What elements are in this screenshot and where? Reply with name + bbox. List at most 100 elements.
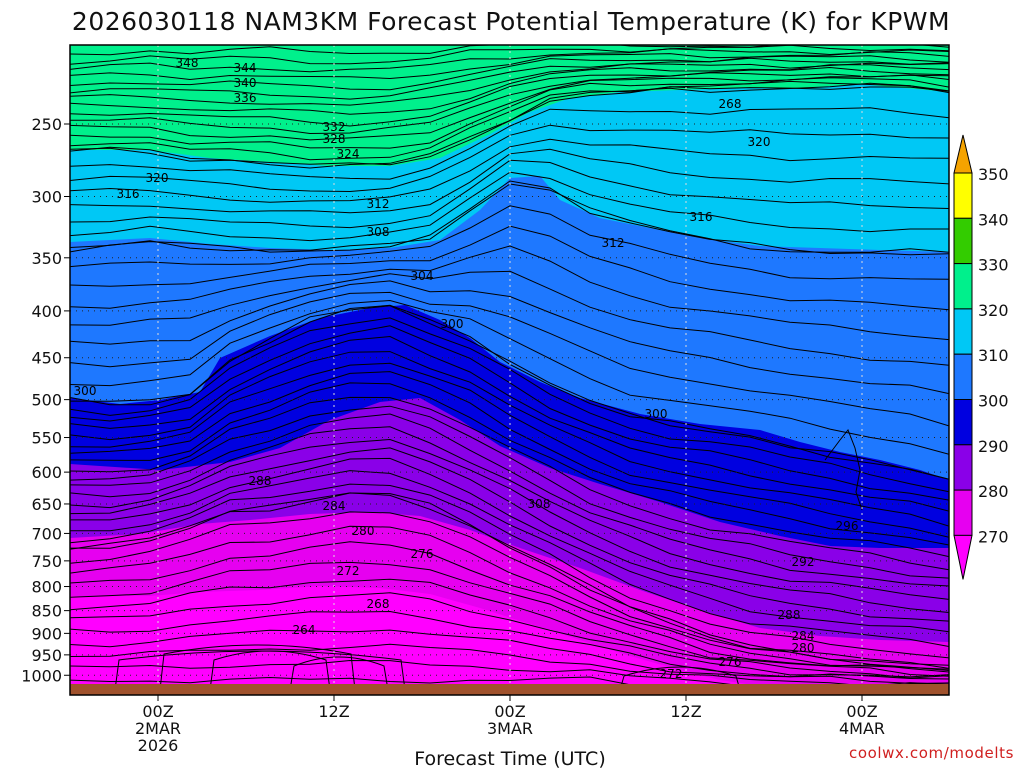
contour-label: 304 xyxy=(411,269,434,283)
contour-label: 276 xyxy=(719,655,742,669)
x-tick-label: 00Z xyxy=(142,702,173,721)
isentrope-line xyxy=(70,205,949,280)
isentrope-line xyxy=(289,656,389,691)
isentrope-line xyxy=(70,643,949,687)
plot-area xyxy=(70,45,949,695)
colorbar-label: 290 xyxy=(978,437,1009,456)
isentrope-line xyxy=(70,426,949,600)
isentrope-line xyxy=(70,610,949,680)
contour-label: 340 xyxy=(234,76,257,90)
isentrope-line xyxy=(70,578,949,679)
colorbar-segment xyxy=(953,489,973,536)
contour-label: 308 xyxy=(367,225,390,239)
contour-label: 320 xyxy=(146,171,169,185)
isentrope-line xyxy=(159,644,356,691)
y-axis: 250 300 350 400 450 500 550 600 650 700 750 800 850 9… xyxy=(21,115,70,685)
isentrope-line xyxy=(70,66,949,127)
ground-strip xyxy=(70,684,949,695)
colorbar: 350 340 330 320 310 300 290 280 270 xyxy=(953,134,1009,580)
isentrope-line xyxy=(70,525,949,670)
isentrope-line xyxy=(70,57,949,100)
contour-label: 276 xyxy=(411,547,434,561)
isentrope-line xyxy=(70,492,949,669)
colorbar-label: 350 xyxy=(978,165,1009,184)
contour-label: 312 xyxy=(367,197,390,211)
credit-link[interactable]: coolwx.com/modelts xyxy=(849,744,1014,762)
colorbar-segment xyxy=(953,399,973,446)
contour-label: 288 xyxy=(249,474,272,488)
isentrope-line xyxy=(70,470,949,647)
contour-label: 328 xyxy=(323,132,346,146)
contour-label: 320 xyxy=(748,135,771,149)
isentrope-line xyxy=(70,382,949,558)
colorbar-cap-bottom xyxy=(953,534,973,580)
x-tick-label: 00Z xyxy=(494,702,525,721)
isentrope-line xyxy=(70,438,949,613)
colorbar-segment xyxy=(953,172,973,219)
contour-label: 292 xyxy=(792,555,815,569)
contour-label: 300 xyxy=(645,407,668,421)
isentrope-line xyxy=(70,483,949,659)
contour-label: 316 xyxy=(117,187,140,201)
y-tick-label: 950 xyxy=(31,646,62,665)
chart-title: 2026030118 NAM3KM Forecast Potential Tem… xyxy=(72,7,950,36)
y-tick-label: 400 xyxy=(31,302,62,321)
y-tick-label: 550 xyxy=(31,429,62,448)
isentrope-line xyxy=(70,511,949,671)
contour-label: 296 xyxy=(836,519,859,533)
y-tick-label: 850 xyxy=(31,602,62,621)
colorbar-label: 330 xyxy=(978,256,1009,275)
x-tick-label: 00Z xyxy=(846,702,877,721)
isentrope-line xyxy=(70,138,949,203)
colorbar-label: 340 xyxy=(978,210,1009,229)
isentrope-line xyxy=(824,429,863,511)
isentrope-line xyxy=(70,362,949,538)
x-tick-label: 2MAR xyxy=(135,719,181,738)
contour-label: 272 xyxy=(337,564,360,578)
isentrope-line xyxy=(70,280,949,395)
y-tick-label: 250 xyxy=(31,115,62,134)
contour-label: 280 xyxy=(792,641,815,655)
x-axis-label: Forecast Time (UTC) xyxy=(414,748,605,768)
y-tick-label: 500 xyxy=(31,391,62,410)
isentrope-line xyxy=(70,457,949,633)
colorbar-label: 270 xyxy=(978,527,1009,546)
contour-label: 316 xyxy=(690,210,713,224)
isentrope-line xyxy=(70,561,949,677)
contour-label: 280 xyxy=(352,524,375,538)
isentrope-line xyxy=(619,666,741,691)
contour-label: 332 xyxy=(323,120,346,134)
colorbar-label: 280 xyxy=(978,482,1009,501)
contour-label: 268 xyxy=(719,97,742,111)
contour-label: 312 xyxy=(602,236,625,250)
colorbar-segment xyxy=(953,263,973,310)
x-tick-label: 12Z xyxy=(670,702,701,721)
y-tick-label: 350 xyxy=(31,249,62,268)
isentrope-line xyxy=(70,305,949,480)
isentrope-line xyxy=(70,45,949,56)
contour-label: 264 xyxy=(293,623,316,637)
y-tick-label: 800 xyxy=(31,578,62,597)
isentrope-line xyxy=(70,82,949,166)
isentrope-line xyxy=(70,180,949,256)
isentrope-line xyxy=(70,62,949,106)
colorbar-segment xyxy=(953,444,973,491)
contour-label: 336 xyxy=(234,91,257,105)
colorbar-segment xyxy=(953,308,973,355)
contour-label: 300 xyxy=(441,317,464,331)
contour-label: 324 xyxy=(337,147,360,161)
y-tick-label: 1000 xyxy=(21,666,62,685)
y-tick-label: 650 xyxy=(31,495,62,514)
isentrope-line xyxy=(70,107,949,180)
x-tick-label: 4MAR xyxy=(839,719,885,738)
contour-label: 300 xyxy=(74,384,97,398)
isentrope-line xyxy=(70,592,949,678)
isentrope-line xyxy=(70,64,949,115)
y-tick-label: 600 xyxy=(31,463,62,482)
contour-label: 308 xyxy=(528,497,551,511)
isentrope-line xyxy=(70,335,949,512)
colorbar-segment xyxy=(953,217,973,265)
